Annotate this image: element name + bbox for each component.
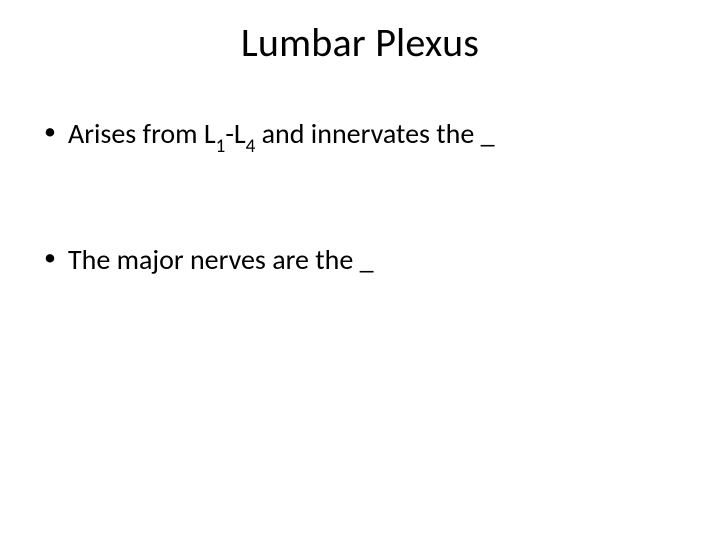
bullet-text-pre: The major nerves are the _ [68, 242, 374, 277]
bullet-text-pre: Arises from L [68, 116, 216, 151]
list-item: Arises from L1-L4 and innervates the _ [40, 116, 680, 156]
subscript: 4 [246, 135, 256, 158]
slide: Lumbar Plexus Arises from L1-L4 and inne… [0, 0, 720, 540]
slide-body: Arises from L1-L4 and innervates the _ T… [40, 116, 680, 369]
list-item: The major nerves are the _ [40, 242, 680, 282]
bullet-text-post: and innervates the _ [255, 116, 494, 151]
subscript: 1 [216, 135, 226, 158]
slide-title: Lumbar Plexus [0, 18, 720, 67]
bullet-text-mid: -L [225, 116, 245, 151]
bullet-list: Arises from L1-L4 and innervates the _ T… [40, 116, 680, 283]
